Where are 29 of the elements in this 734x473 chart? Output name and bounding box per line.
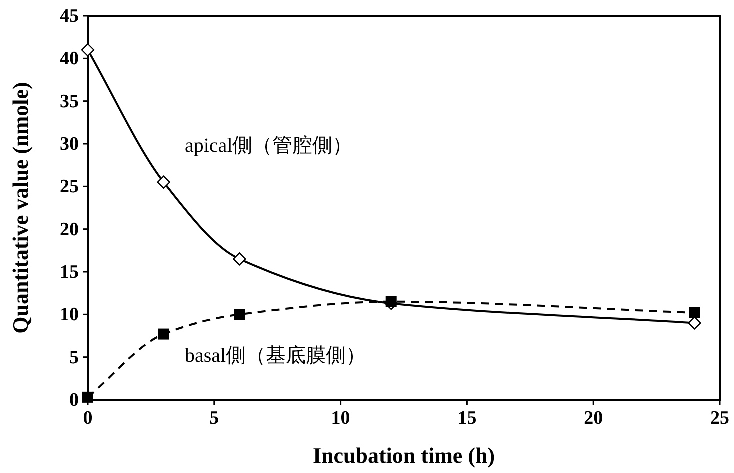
point	[157, 176, 170, 189]
y-axis-title: Quantitative value (nmole)	[8, 82, 33, 334]
x-tick-label: 15	[458, 408, 477, 429]
point	[234, 309, 246, 320]
y-tick-label: 15	[60, 262, 79, 283]
point	[158, 328, 170, 340]
x-tick-label: 25	[710, 408, 730, 429]
x-tick-label: 5	[210, 408, 220, 429]
x-axis-title: Incubation time (h)	[312, 443, 496, 468]
x-tick-label: 10	[331, 408, 350, 429]
y-tick-label: 10	[60, 304, 79, 326]
y-tick-label: 25	[60, 176, 79, 198]
y-tick-label: 20	[60, 219, 79, 240]
y-tick-label: 35	[60, 91, 79, 112]
y-tick-label: 40	[60, 48, 79, 70]
x-tick-label: 20	[584, 408, 604, 429]
x-tick-label: 0	[83, 408, 93, 429]
point	[82, 392, 94, 403]
point	[233, 252, 246, 266]
series-label: apical側（管腔側）	[185, 135, 353, 157]
y-tick-label: 30	[60, 134, 79, 155]
y-tick-label: 45	[60, 6, 79, 27]
point	[688, 316, 702, 330]
point	[81, 44, 95, 57]
series-label: basal側（基底膜側）	[185, 345, 366, 367]
point	[386, 296, 397, 308]
point	[689, 307, 700, 318]
y-tick-label: 5	[70, 347, 79, 368]
y-tick-label: 0	[70, 390, 79, 411]
